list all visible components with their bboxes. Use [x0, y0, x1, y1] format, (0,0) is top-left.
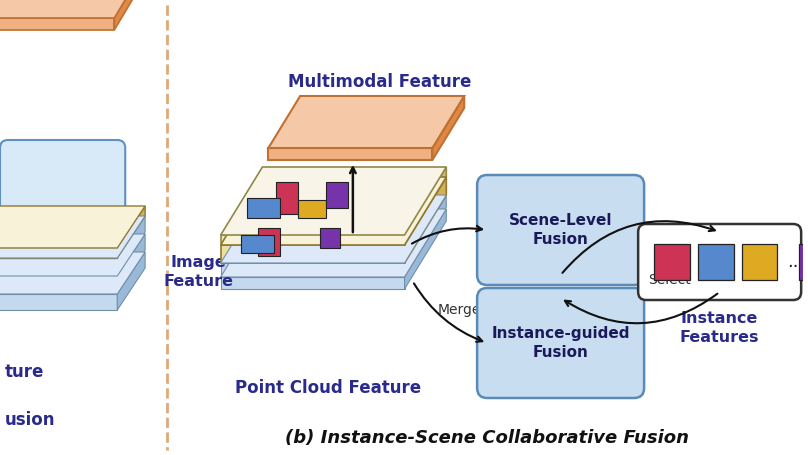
Polygon shape	[0, 0, 144, 18]
Text: Point Cloud Feature: Point Cloud Feature	[235, 379, 421, 397]
Bar	[799, 244, 808, 280]
Polygon shape	[221, 245, 405, 263]
Polygon shape	[221, 167, 446, 235]
Polygon shape	[221, 277, 405, 289]
Polygon shape	[0, 252, 145, 294]
Text: Scene-Level
Fusion: Scene-Level Fusion	[509, 213, 612, 247]
Polygon shape	[405, 195, 446, 275]
Text: ture: ture	[5, 363, 44, 381]
FancyBboxPatch shape	[477, 175, 644, 285]
Polygon shape	[221, 177, 446, 245]
Polygon shape	[405, 209, 446, 289]
Bar	[654, 244, 690, 280]
Bar	[742, 244, 777, 280]
Polygon shape	[117, 206, 145, 258]
Text: Instance
Features: Instance Features	[680, 311, 760, 345]
Polygon shape	[0, 258, 117, 274]
Polygon shape	[268, 96, 465, 148]
Text: Instance-guided
Fusion: Instance-guided Fusion	[491, 326, 630, 360]
Text: usion: usion	[5, 411, 56, 429]
Polygon shape	[114, 0, 144, 30]
Bar	[276, 182, 298, 214]
Text: (b) Instance-Scene Collaborative Fusion: (b) Instance-Scene Collaborative Fusion	[285, 429, 689, 447]
Bar	[246, 198, 280, 218]
Bar	[320, 228, 340, 248]
Text: Multimodal Feature: Multimodal Feature	[288, 73, 471, 91]
Bar	[298, 200, 326, 218]
Polygon shape	[0, 216, 145, 258]
Polygon shape	[405, 167, 446, 245]
Polygon shape	[221, 195, 446, 263]
Bar	[241, 235, 275, 253]
Polygon shape	[117, 234, 145, 292]
Polygon shape	[117, 216, 145, 274]
Bar	[698, 244, 734, 280]
Polygon shape	[221, 235, 405, 245]
Polygon shape	[405, 177, 446, 263]
Bar	[326, 182, 348, 208]
Polygon shape	[221, 263, 405, 275]
Text: Select: Select	[648, 273, 691, 287]
Polygon shape	[117, 252, 145, 310]
FancyBboxPatch shape	[477, 288, 644, 398]
Bar	[259, 228, 280, 256]
Polygon shape	[0, 18, 114, 30]
Text: Image
Feature: Image Feature	[164, 255, 234, 289]
FancyBboxPatch shape	[638, 224, 802, 300]
Text: ...: ...	[787, 253, 805, 271]
Polygon shape	[0, 276, 117, 292]
FancyBboxPatch shape	[0, 140, 125, 226]
Polygon shape	[432, 96, 465, 160]
Polygon shape	[0, 294, 117, 310]
Polygon shape	[0, 248, 117, 258]
Polygon shape	[0, 206, 145, 248]
Text: Merge: Merge	[438, 303, 481, 317]
Polygon shape	[221, 209, 446, 277]
Polygon shape	[268, 148, 432, 160]
Polygon shape	[0, 234, 145, 276]
